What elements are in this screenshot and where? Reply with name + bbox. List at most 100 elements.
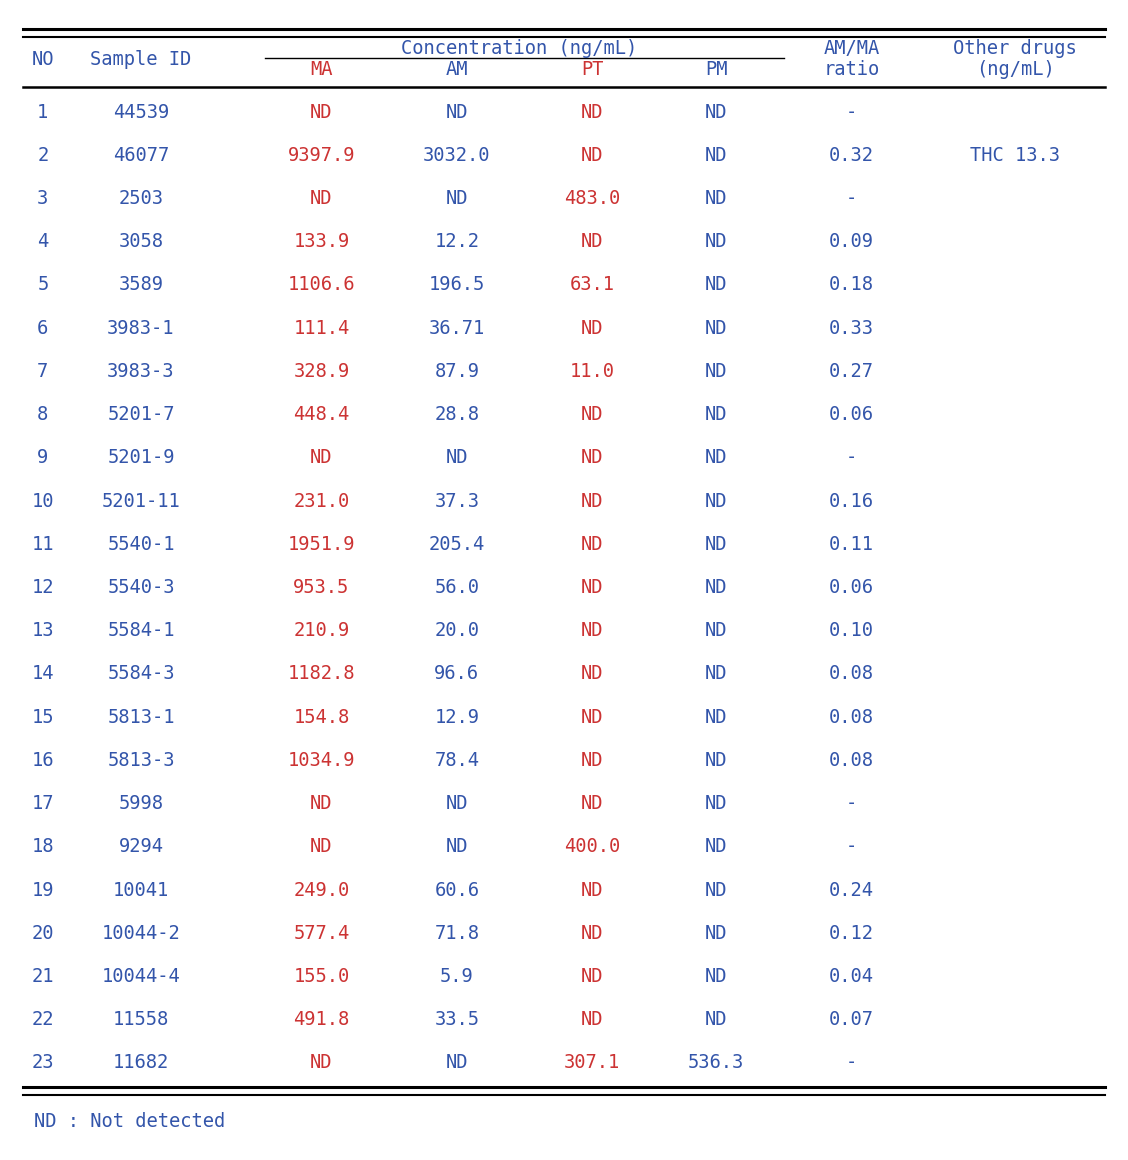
Text: 0.08: 0.08: [829, 751, 874, 770]
Text: 11: 11: [32, 535, 54, 553]
Text: 6: 6: [37, 319, 49, 338]
Text: ND: ND: [705, 967, 728, 986]
Text: ND: ND: [446, 449, 468, 467]
Text: 60.6: 60.6: [434, 880, 479, 900]
Text: 96.6: 96.6: [434, 665, 479, 683]
Text: Sample ID: Sample ID: [90, 50, 192, 68]
Text: 4: 4: [37, 232, 49, 252]
Text: ND: ND: [581, 232, 603, 252]
Text: 1106.6: 1106.6: [288, 275, 355, 295]
Text: 10: 10: [32, 492, 54, 510]
Text: ND: ND: [705, 880, 728, 900]
Text: 0.04: 0.04: [829, 967, 874, 986]
Text: 1034.9: 1034.9: [288, 751, 355, 770]
Text: PM: PM: [705, 60, 728, 79]
Text: ND: ND: [581, 578, 603, 597]
Text: ND: ND: [581, 449, 603, 467]
Text: 21: 21: [32, 967, 54, 986]
Text: 328.9: 328.9: [293, 362, 350, 380]
Text: 15: 15: [32, 708, 54, 726]
Text: ND: ND: [705, 362, 728, 380]
Text: ND: ND: [705, 405, 728, 425]
Text: ND: ND: [705, 578, 728, 597]
Text: ND: ND: [581, 923, 603, 943]
Text: 3589: 3589: [118, 275, 164, 295]
Text: 5540-1: 5540-1: [107, 535, 175, 553]
Text: 5813-1: 5813-1: [107, 708, 175, 726]
Text: 9294: 9294: [118, 838, 164, 856]
Text: 78.4: 78.4: [434, 751, 479, 770]
Text: 0.10: 0.10: [829, 622, 874, 640]
Text: Other drugs: Other drugs: [953, 39, 1077, 58]
Text: 0.08: 0.08: [829, 665, 874, 683]
Text: 231.0: 231.0: [293, 492, 350, 510]
Text: ND: ND: [446, 1053, 468, 1073]
Text: ND: ND: [581, 751, 603, 770]
Text: 5813-3: 5813-3: [107, 751, 175, 770]
Text: 249.0: 249.0: [293, 880, 350, 900]
Text: ND: ND: [705, 1010, 728, 1029]
Text: 12.9: 12.9: [434, 708, 479, 726]
Text: ND: ND: [581, 535, 603, 553]
Text: ND: ND: [310, 102, 333, 122]
Text: 13: 13: [32, 622, 54, 640]
Text: 1182.8: 1182.8: [288, 665, 355, 683]
Text: 18: 18: [32, 838, 54, 856]
Text: 491.8: 491.8: [293, 1010, 350, 1029]
Text: ND: ND: [581, 102, 603, 122]
Text: 205.4: 205.4: [429, 535, 485, 553]
Text: 20: 20: [32, 923, 54, 943]
Text: 28.8: 28.8: [434, 405, 479, 425]
Text: ND: ND: [705, 708, 728, 726]
Text: -: -: [846, 189, 857, 208]
Text: 12.2: 12.2: [434, 232, 479, 252]
Text: 5: 5: [37, 275, 49, 295]
Text: 3032.0: 3032.0: [423, 146, 491, 165]
Text: -: -: [846, 102, 857, 122]
Text: ND: ND: [581, 795, 603, 813]
Text: ND: ND: [446, 838, 468, 856]
Text: ND : Not detected: ND : Not detected: [34, 1112, 226, 1131]
Text: 0.06: 0.06: [829, 405, 874, 425]
Text: -: -: [846, 838, 857, 856]
Text: ND: ND: [705, 492, 728, 510]
Text: 22: 22: [32, 1010, 54, 1029]
Text: ND: ND: [705, 838, 728, 856]
Text: 196.5: 196.5: [429, 275, 485, 295]
Text: ND: ND: [705, 795, 728, 813]
Text: ND: ND: [581, 967, 603, 986]
Text: ND: ND: [705, 102, 728, 122]
Text: 0.12: 0.12: [829, 923, 874, 943]
Text: 56.0: 56.0: [434, 578, 479, 597]
Text: 2: 2: [37, 146, 49, 165]
Text: ND: ND: [581, 319, 603, 338]
Text: AM/MA: AM/MA: [823, 39, 880, 58]
Text: 953.5: 953.5: [293, 578, 350, 597]
Text: ND: ND: [581, 1010, 603, 1029]
Text: 0.09: 0.09: [829, 232, 874, 252]
Text: ND: ND: [581, 708, 603, 726]
Text: 5584-1: 5584-1: [107, 622, 175, 640]
Text: 0.27: 0.27: [829, 362, 874, 380]
Text: -: -: [846, 795, 857, 813]
Text: 3983-3: 3983-3: [107, 362, 175, 380]
Text: ND: ND: [581, 665, 603, 683]
Text: -: -: [846, 1053, 857, 1073]
Text: ND: ND: [705, 665, 728, 683]
Text: 5998: 5998: [118, 795, 164, 813]
Text: 0.24: 0.24: [829, 880, 874, 900]
Text: 3983-1: 3983-1: [107, 319, 175, 338]
Text: 63.1: 63.1: [570, 275, 615, 295]
Text: 12: 12: [32, 578, 54, 597]
Text: 46077: 46077: [113, 146, 169, 165]
Text: ND: ND: [310, 838, 333, 856]
Text: PT: PT: [581, 60, 603, 79]
Text: 14: 14: [32, 665, 54, 683]
Text: 0.11: 0.11: [829, 535, 874, 553]
Text: ND: ND: [705, 232, 728, 252]
Text: 11.0: 11.0: [570, 362, 615, 380]
Text: ND: ND: [446, 795, 468, 813]
Text: 0.18: 0.18: [829, 275, 874, 295]
Text: ND: ND: [705, 449, 728, 467]
Text: 11558: 11558: [113, 1010, 169, 1029]
